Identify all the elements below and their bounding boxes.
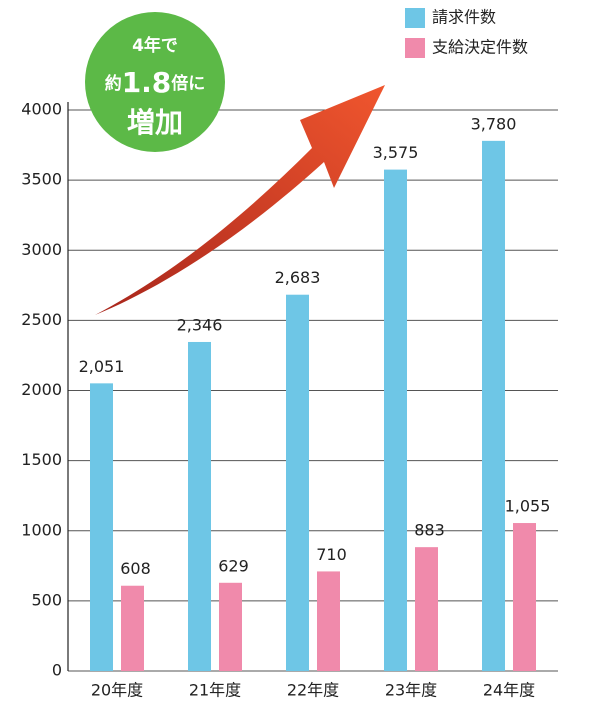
legend-swatch	[405, 38, 425, 58]
value-label: 2,346	[177, 315, 223, 334]
page: 0 500 1000 1500 2000 2500 3000 3500 4000 4年で 約1.…	[0, 0, 598, 708]
x-tick-label: 21年度	[189, 681, 241, 700]
x-tick-label: 20年度	[91, 681, 143, 700]
annotation-text: 増加	[127, 106, 183, 139]
y-tick-label: 2500	[21, 310, 62, 329]
value-label: 883	[414, 521, 445, 540]
bar	[219, 583, 242, 671]
y-tick-label: 1500	[21, 450, 62, 469]
bar	[188, 342, 211, 671]
value-label: 3,780	[471, 114, 517, 133]
y-tick-label: 1000	[21, 520, 62, 539]
value-label: 710	[316, 545, 347, 564]
chart: 0 500 1000 1500 2000 2500 3000 3500 4000 4年で 約1.…	[0, 0, 598, 708]
bar	[482, 141, 505, 671]
bar	[90, 383, 113, 671]
bar	[513, 523, 536, 671]
value-label: 2,051	[79, 357, 125, 376]
y-tick-label: 2000	[21, 380, 62, 399]
value-label: 608	[120, 559, 151, 578]
bar	[286, 295, 309, 671]
bar	[415, 547, 438, 671]
bar	[317, 571, 340, 671]
x-tick-label: 24年度	[483, 681, 535, 700]
y-tick-label: 500	[31, 590, 62, 609]
annotation-text: 4年で	[132, 35, 178, 56]
x-tick-label: 23年度	[385, 681, 437, 700]
value-label: 1,055	[505, 497, 551, 516]
y-tick-label: 3500	[21, 170, 62, 189]
annotation-text: 1.8	[122, 66, 172, 99]
legend-swatch	[405, 8, 425, 28]
y-tick-label: 4000	[21, 100, 62, 119]
value-label: 3,575	[373, 143, 419, 162]
value-label: 629	[218, 556, 249, 575]
annotation-text: 倍に	[171, 73, 205, 94]
value-label: 2,683	[275, 268, 321, 287]
bar	[121, 586, 144, 671]
legend-label: 請求件数	[432, 8, 496, 27]
legend-label: 支給決定件数	[432, 38, 528, 57]
x-tick-label: 22年度	[287, 681, 339, 700]
bar	[384, 170, 407, 671]
y-tick-label: 0	[52, 661, 62, 680]
annotation-text: 約	[105, 73, 122, 94]
y-tick-label: 3000	[21, 240, 62, 259]
